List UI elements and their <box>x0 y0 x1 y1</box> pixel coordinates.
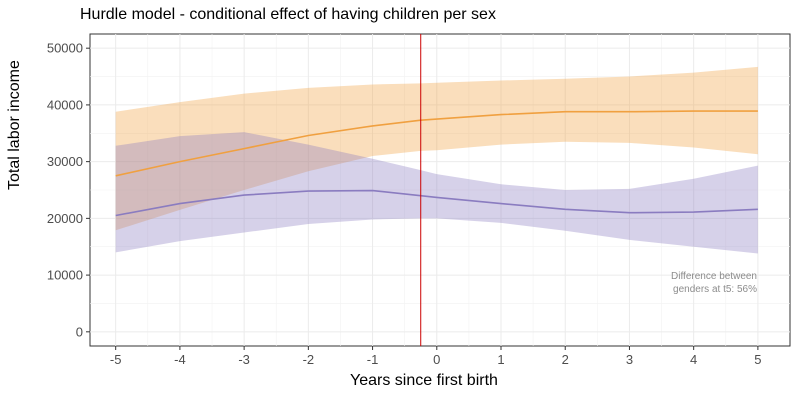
annotation-text: Difference between <box>671 271 757 282</box>
series-line-2 <box>115 189 758 217</box>
chart-title: Hurdle model - conditional effect of hav… <box>80 6 496 23</box>
x-tick-label: 4 <box>690 352 697 367</box>
x-tick-label: -4 <box>174 352 186 367</box>
x-tick-label: 1 <box>497 352 504 367</box>
y-tick-label: 40000 <box>47 97 83 112</box>
x-tick-label: -2 <box>303 352 315 367</box>
x-tick-label: 3 <box>626 352 633 367</box>
x-tick-label: 2 <box>562 352 569 367</box>
x-tick-label: -1 <box>367 352 379 367</box>
x-axis-label: Years since first birth <box>350 372 498 389</box>
x-tick-label: 0 <box>433 352 440 367</box>
confidence-band-2 <box>115 132 758 254</box>
x-tick-label: -5 <box>110 352 122 367</box>
x-tick-label: 5 <box>754 352 761 367</box>
series-line-1 <box>115 110 758 177</box>
y-tick-label: 30000 <box>47 154 83 169</box>
x-tick-label: -3 <box>238 352 250 367</box>
y-tick-label: 10000 <box>47 268 83 283</box>
confidence-band-1 <box>115 66 758 231</box>
y-tick-label: 50000 <box>47 41 83 56</box>
annotation-text: genders at t5: 56% <box>673 284 757 295</box>
y-tick-label: 0 <box>76 324 83 339</box>
y-tick-label: 20000 <box>47 211 83 226</box>
